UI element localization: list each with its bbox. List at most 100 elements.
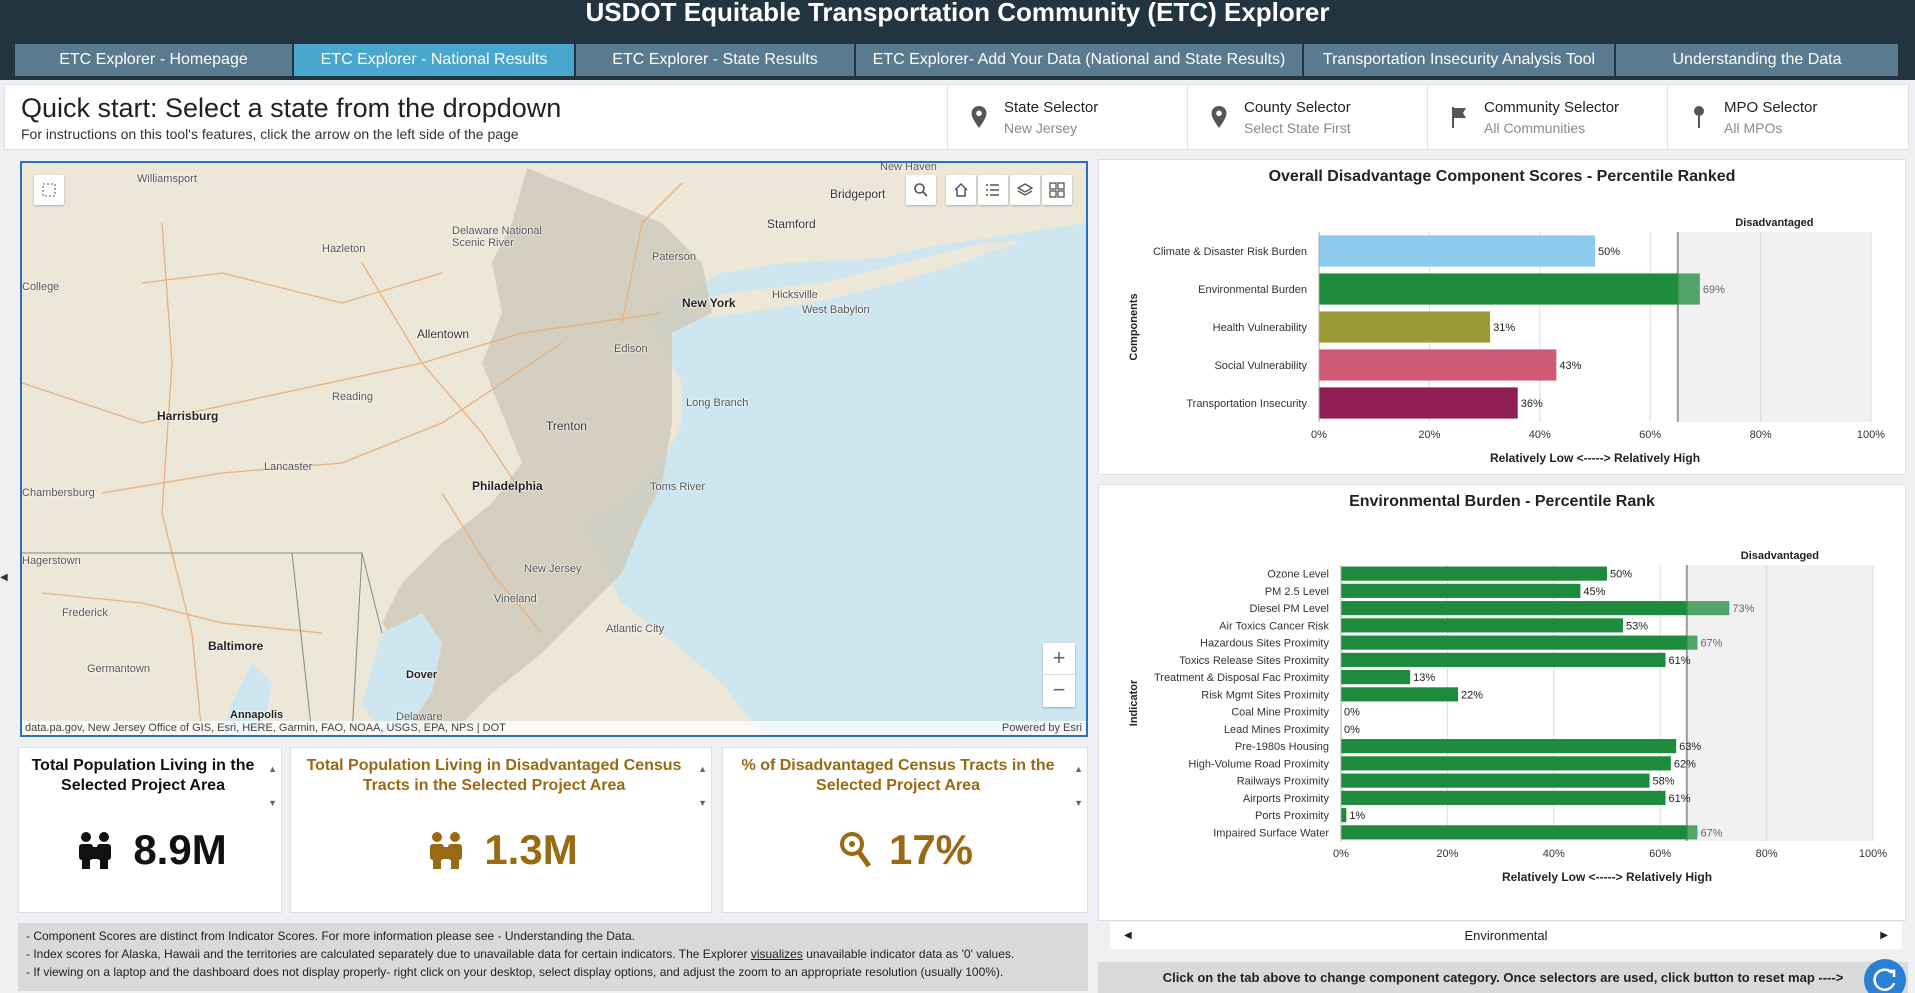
map-label: College xyxy=(22,281,60,293)
card-value: 8.9M xyxy=(19,826,281,874)
category-label: Toxics Release Sites Proximity xyxy=(1179,655,1329,667)
map-label: Frederick xyxy=(62,607,108,619)
map-label: Dover xyxy=(406,669,438,681)
county-selector[interactable]: County Selector Select State First xyxy=(1187,85,1427,149)
bar xyxy=(1319,311,1491,343)
component-scores-panel: Overall Disadvantage Component Scores - … xyxy=(1098,159,1906,475)
tab-understanding-data[interactable]: Understanding the Data xyxy=(1616,44,1900,76)
state-selector[interactable]: State Selector New Jersey xyxy=(947,85,1187,149)
bar-over-threshold xyxy=(1677,273,1700,305)
card-value-text: 1.3M xyxy=(484,826,578,873)
tab-homepage[interactable]: ETC Explorer - Homepage xyxy=(15,44,294,76)
powered-by-esri[interactable]: Powered by Esri xyxy=(1001,722,1082,734)
x-tick-label: 0% xyxy=(1333,848,1349,860)
map-label: Hagerstown xyxy=(22,555,81,567)
data-label: 73% xyxy=(1732,603,1754,615)
next-category-button[interactable]: ▶ xyxy=(1880,930,1888,941)
selector-bar: Quick start: Select a state from the dro… xyxy=(4,84,1909,150)
tab-state-results[interactable]: ETC Explorer - State Results xyxy=(576,44,856,76)
category-label: Ports Proximity xyxy=(1255,810,1329,822)
map-pin-icon xyxy=(1211,106,1227,128)
layers-icon xyxy=(1017,183,1033,196)
chesapeake-bay-shape xyxy=(222,663,272,735)
map-label: Allentown xyxy=(417,327,470,341)
zoom-out-button[interactable]: − xyxy=(1052,677,1066,702)
card-scroll-icon[interactable]: ▲ ▼ xyxy=(698,764,707,808)
category-label: Lead Mines Proximity xyxy=(1224,724,1330,736)
tab-national-results[interactable]: ETC Explorer - National Results xyxy=(294,44,576,76)
map-label: Williamsport xyxy=(137,173,197,185)
x-tick-label: 20% xyxy=(1418,429,1440,441)
side-panel-toggle-icon[interactable]: ◀ xyxy=(0,572,8,583)
tab-transportation-insecurity[interactable]: Transportation Insecurity Analysis Tool xyxy=(1304,44,1616,76)
card-value: 17% xyxy=(723,826,1087,874)
bar xyxy=(1341,756,1671,771)
community-selector[interactable]: Community Selector All Communities xyxy=(1427,85,1667,149)
mpo-selector[interactable]: MPO Selector All MPOs xyxy=(1667,85,1907,149)
map-label: Hicksville xyxy=(772,289,818,301)
card-value-text: 8.9M xyxy=(133,826,227,873)
card-scroll-icon[interactable]: ▲ ▼ xyxy=(1074,764,1083,808)
map-label: Atlantic City xyxy=(606,623,665,635)
card-value: 1.3M xyxy=(291,826,711,874)
map-label: Trenton xyxy=(546,419,587,433)
y-axis-label: Components xyxy=(1128,293,1140,360)
data-label: 50% xyxy=(1598,246,1620,258)
reset-map-button[interactable] xyxy=(1864,959,1906,993)
environmental-burden-panel: Environmental Burden - Percentile Rank 0… xyxy=(1098,484,1906,921)
bar xyxy=(1341,652,1666,667)
x-axis-label: Relatively Low <-----> Relatively High xyxy=(1490,451,1700,465)
bar xyxy=(1341,739,1677,754)
map-legend-button[interactable] xyxy=(978,175,1008,205)
category-label: Environmental xyxy=(1464,928,1548,943)
category-label: PM 2.5 Level xyxy=(1265,586,1329,598)
map-home-button[interactable] xyxy=(946,175,976,205)
community-selector-label: Community Selector xyxy=(1484,99,1620,116)
y-axis-label: Indicator xyxy=(1128,679,1140,726)
data-label: 43% xyxy=(1559,360,1581,372)
bar xyxy=(1319,273,1678,305)
card-value-text: 17% xyxy=(888,826,974,873)
tab-add-your-data[interactable]: ETC Explorer- Add Your Data (National an… xyxy=(856,44,1304,76)
x-axis-label: Relatively Low <-----> Relatively High xyxy=(1502,870,1712,884)
data-label: 63% xyxy=(1679,741,1701,753)
map-basemap-button[interactable] xyxy=(1042,175,1072,205)
disadvantaged-tracts-card: % of Disadvantaged Census Tracts in the … xyxy=(722,747,1088,913)
card-title: % of Disadvantaged Census Tracts in the … xyxy=(741,757,1055,794)
map-label: Paterson xyxy=(652,251,697,263)
note-line: - Index scores for Alaska, Hawaii and th… xyxy=(26,945,1080,963)
zoom-in-button[interactable]: + xyxy=(1043,643,1075,675)
map-view[interactable]: Williamsport Hazleton Delaware National … xyxy=(20,161,1088,737)
category-label: Airports Proximity xyxy=(1243,793,1330,805)
bar xyxy=(1341,618,1623,633)
bar xyxy=(1341,790,1666,805)
map-label: Bridgeport xyxy=(830,187,886,201)
map-label: New York xyxy=(682,296,736,310)
category-label: Treatment & Disposal Fac Proximity xyxy=(1154,672,1330,684)
select-tool-button[interactable] xyxy=(34,175,64,205)
map-pin-icon xyxy=(971,106,987,128)
disadvantaged-region xyxy=(1677,232,1871,422)
map-label: Lancaster xyxy=(264,461,313,473)
category-label: Health Vulnerability xyxy=(1213,322,1308,334)
notes-panel: - Component Scores are distinct from Ind… xyxy=(18,923,1088,991)
map-layers-button[interactable] xyxy=(1010,175,1040,205)
category-label: Air Toxics Cancer Risk xyxy=(1219,620,1329,632)
prev-category-button[interactable]: ◀ xyxy=(1124,930,1132,941)
quickstart-title: Quick start: Select a state from the dro… xyxy=(21,93,562,123)
data-label: 67% xyxy=(1700,638,1722,650)
card-scroll-icon[interactable]: ▲ ▼ xyxy=(268,764,277,808)
component-scores-chart: 0% 20% 40% 60% 80% 100% Disadvantaged 50% Climat… xyxy=(1128,217,1885,465)
state-borders xyxy=(22,552,383,735)
category-label: Hazardous Sites Proximity xyxy=(1200,638,1329,650)
x-tick-label: 0% xyxy=(1311,429,1327,441)
community-selector-value: All Communities xyxy=(1484,120,1586,136)
bar-over-threshold xyxy=(1686,601,1730,616)
lasso-select-icon xyxy=(42,183,56,197)
map-label: Philadelphia xyxy=(472,479,543,493)
map-search-button[interactable] xyxy=(906,175,936,205)
state-selector-label: State Selector xyxy=(1004,99,1099,116)
visualizes-link[interactable]: visualizes xyxy=(750,947,803,961)
data-label: 61% xyxy=(1669,793,1691,805)
